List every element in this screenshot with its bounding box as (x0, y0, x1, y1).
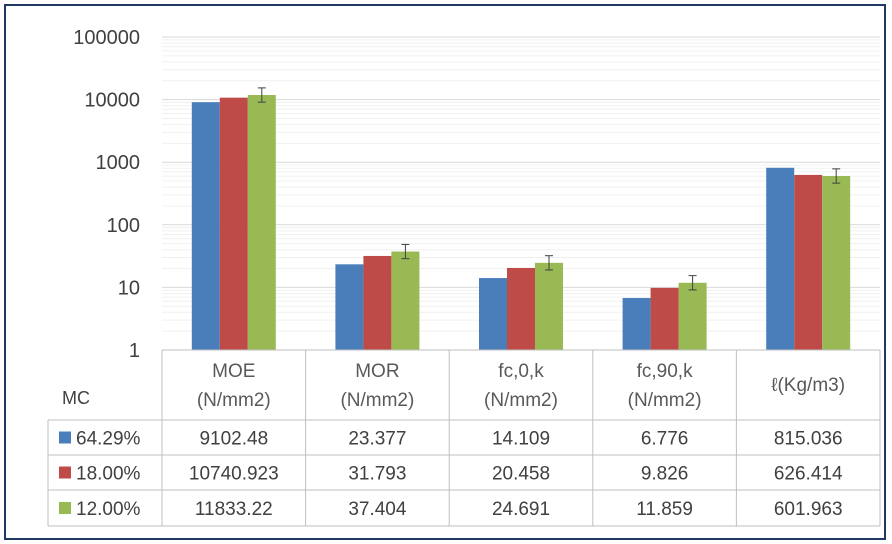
bar (335, 264, 364, 350)
y-tick-label: 1000 (96, 152, 141, 174)
data-value-label: 23.377 (348, 429, 406, 450)
bar (822, 175, 851, 350)
x-category-label: fc,90,k (637, 361, 693, 382)
data-value-label: 601.963 (774, 499, 843, 520)
data-value-label: 11.859 (636, 499, 693, 520)
x-category-label: MOR (355, 361, 399, 382)
bar (391, 251, 420, 350)
y-tick-label: 100000 (73, 27, 140, 49)
data-value-label: 20.458 (492, 464, 550, 485)
bar (507, 267, 535, 350)
x-category-label: (N/mm2) (340, 390, 414, 411)
x-category-label: (N/mm2) (484, 390, 558, 411)
data-value-label: 626.414 (774, 464, 843, 485)
bar (794, 174, 823, 350)
bar (219, 97, 248, 350)
data-value-label: 11833.22 (195, 499, 273, 520)
bar (678, 282, 707, 350)
series-name: 64.29% (76, 429, 141, 450)
bar (535, 262, 563, 350)
data-value-label: 9102.48 (199, 429, 268, 450)
data-value-label: 6.776 (641, 429, 689, 450)
series-name: 18.00% (76, 464, 141, 485)
data-value-label: 815.036 (774, 429, 843, 450)
bar (363, 255, 392, 350)
x-category-label: (N/mm2) (628, 390, 702, 411)
y-tick-label: 100 (107, 215, 140, 237)
bar (650, 287, 679, 350)
data-value-label: 31.793 (348, 464, 406, 485)
data-value-label: 37.404 (348, 499, 407, 520)
bar (766, 167, 795, 350)
x-category-label: ℓ(Kg/m3) (771, 375, 845, 396)
series-name: 12.00% (76, 499, 141, 520)
legend-key (59, 431, 71, 444)
y-tick-label: 10 (118, 277, 140, 299)
data-value-label: 14.109 (492, 429, 550, 450)
data-value-label: 24.691 (492, 499, 550, 520)
x-category-label: MOE (212, 361, 255, 382)
chart-frame (4, 4, 886, 540)
y-tick-label: 10000 (84, 90, 140, 112)
data-value-label: 9.826 (641, 464, 689, 485)
bar (479, 278, 507, 350)
data-value-label: 10740.923 (189, 464, 279, 485)
x-category-label: fc,0,k (498, 361, 544, 382)
x-category-label: (N/mm2) (197, 390, 271, 411)
bar (622, 297, 651, 350)
bar (191, 102, 220, 350)
y-tick-label: 1 (129, 340, 140, 362)
legend-key (59, 502, 71, 514)
bar (247, 95, 276, 350)
table-header-mc: MC (62, 388, 90, 408)
legend-key (59, 466, 71, 479)
